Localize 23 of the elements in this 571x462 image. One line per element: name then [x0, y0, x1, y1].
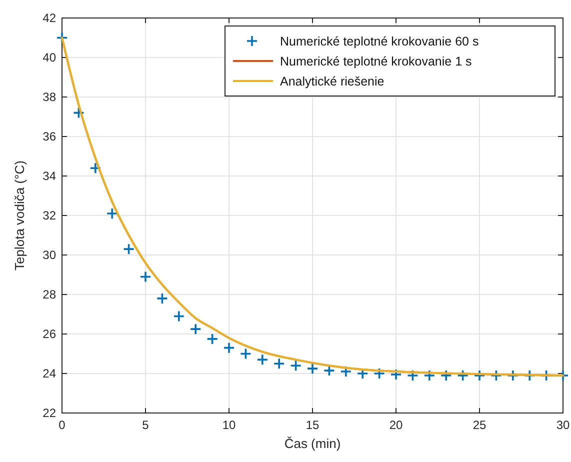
y-tick-label: 38 — [42, 90, 56, 104]
x-tick-label: 5 — [142, 418, 150, 432]
x-tick-label: 25 — [472, 418, 486, 432]
y-axis-title: Teplota vodiča (°C) — [12, 160, 27, 270]
x-axis-title: Čas (min) — [284, 436, 341, 451]
x-tick-label: 10 — [222, 418, 236, 432]
legend-label: Numerické teplotné krokovanie 60 s — [280, 34, 479, 48]
y-tick-label: 30 — [42, 248, 56, 262]
y-tick-label: 28 — [42, 288, 56, 302]
y-tick-label: 24 — [42, 366, 56, 381]
legend-label: Numerické teplotné krokovanie 1 s — [280, 54, 472, 68]
y-tick-label: 34 — [42, 169, 56, 184]
x-tick-label: 20 — [389, 418, 403, 432]
y-tick-label: 36 — [42, 130, 56, 144]
y-tick-label: 32 — [42, 208, 56, 223]
x-tick-label: 0 — [58, 418, 66, 432]
y-tick-label: 26 — [42, 327, 56, 342]
x-tick-label: 15 — [306, 418, 320, 432]
legend-label: Analytické riešenie — [280, 74, 384, 88]
x-tick-label: 30 — [556, 418, 570, 432]
y-tick-label: 40 — [42, 50, 56, 65]
y-tick-label: 42 — [42, 11, 56, 26]
y-tick-label: 22 — [42, 406, 56, 420]
